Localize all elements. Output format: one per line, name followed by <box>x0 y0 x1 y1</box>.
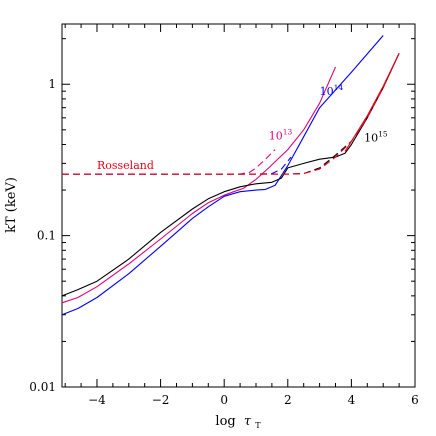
annotation-14: 1014 <box>320 83 344 98</box>
plot-frame <box>61 23 416 388</box>
annotation-15: 1015 <box>364 129 388 144</box>
x-tick-label: −2 <box>152 393 170 407</box>
annotation-13: 1013 <box>269 128 293 143</box>
x-tick-label: 2 <box>284 393 292 407</box>
series-line-15-solid-4 <box>61 53 400 297</box>
series-line-solid-7 <box>344 53 400 152</box>
annotation-text: 10 <box>364 131 378 144</box>
y-axis-title: kT (keV) <box>4 177 19 233</box>
annotation-superscript: 14 <box>334 83 344 92</box>
annotation-rosseland: Rosseland <box>97 159 154 172</box>
series-layer <box>61 35 400 316</box>
annotation-text: Rosseland <box>97 159 154 172</box>
axis-ticks <box>62 24 416 388</box>
annotation-text: 10 <box>320 85 334 98</box>
x-axis-title-symbol: τ <box>244 414 252 429</box>
series-line-dashed-6 <box>62 53 400 175</box>
x-tick-label: −4 <box>88 393 106 407</box>
x-axis-title-subscript: T <box>255 421 261 430</box>
x-tick-label: 4 <box>348 393 356 407</box>
x-axis-title-text: log <box>215 414 235 429</box>
series-line-13-dashed-1 <box>62 149 276 175</box>
y-tick-label: 1 <box>48 77 56 91</box>
x-axis-title: log τ T <box>215 414 261 430</box>
y-tick-label: 0.01 <box>29 380 56 394</box>
series-line-14-solid-2 <box>61 35 384 316</box>
annotation-superscript: 13 <box>283 128 293 137</box>
annotation-superscript: 15 <box>378 129 388 138</box>
y-tick-label: 0.1 <box>37 229 56 243</box>
axis-tick-labels: −4 −2 0 2 4 6 0.01 0.1 1 <box>29 77 419 407</box>
x-tick-label: 0 <box>220 393 228 407</box>
series-line-13-solid-0 <box>61 66 337 304</box>
annotation-text: 10 <box>269 130 283 143</box>
x-tick-label: 6 <box>411 393 419 407</box>
